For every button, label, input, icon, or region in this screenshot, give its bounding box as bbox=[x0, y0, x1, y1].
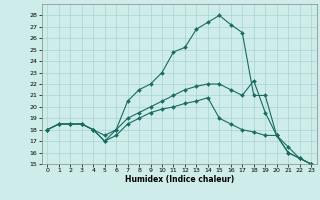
X-axis label: Humidex (Indice chaleur): Humidex (Indice chaleur) bbox=[124, 175, 234, 184]
